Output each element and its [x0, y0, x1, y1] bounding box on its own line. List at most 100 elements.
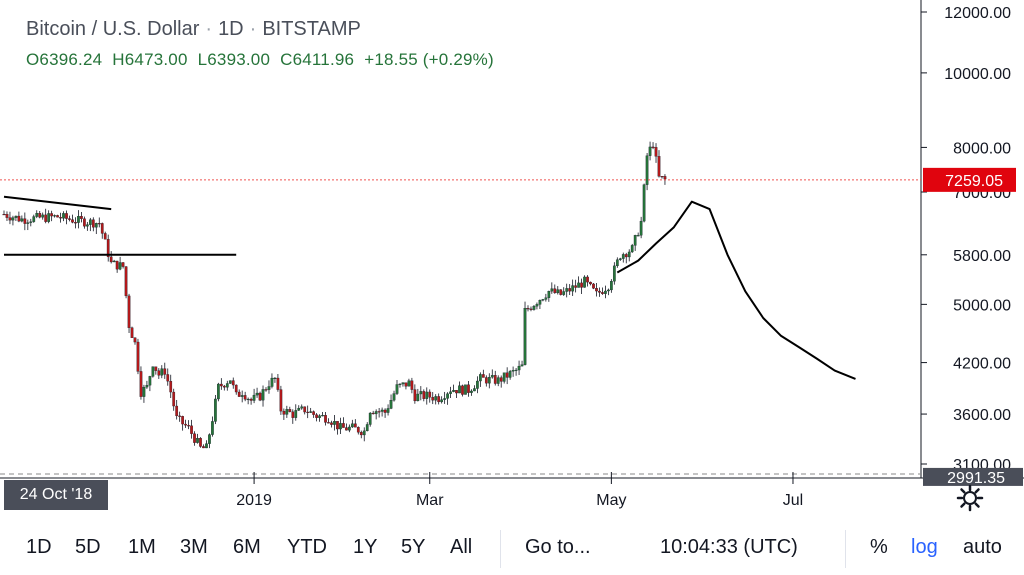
- candle-body-2019-03-09: [452, 390, 455, 392]
- range-1y-button[interactable]: 1Y: [353, 536, 378, 558]
- bottom-toolbar: 1D 5D 1M 3M 6M YTD 1Y 5Y All Go to... 10…: [0, 522, 1024, 575]
- clock-label[interactable]: 10:04:33 (UTC): [660, 536, 798, 558]
- candle-body-2019-04-25: [592, 283, 595, 289]
- candle-body-2019-01-03: [258, 392, 262, 401]
- candle-body-2018-12-09: [184, 423, 187, 426]
- candle-body-2019-04-30: [607, 289, 610, 292]
- candle-body-2018-10-22: [41, 214, 45, 218]
- price-tick-label-10000: 10000.00: [944, 66, 1011, 83]
- candle-body-2019-04-16: [565, 288, 569, 292]
- candle-body-2019-01-04: [261, 389, 265, 401]
- candle-body-2018-12-10: [187, 425, 190, 427]
- candle-body-2019-03-11: [458, 385, 461, 394]
- percent-toggle[interactable]: %: [870, 536, 888, 558]
- price-tick-label-12000: 12000.00: [944, 5, 1011, 22]
- candle-body-2019-04-12: [553, 288, 557, 294]
- candle-body-2018-10-12: [11, 217, 15, 221]
- candle-body-2018-11-26: [145, 385, 149, 388]
- range-5d-button[interactable]: 5D: [75, 536, 101, 558]
- candle-body-2019-01-28: [333, 421, 336, 425]
- current-price-tag: [923, 167, 1016, 192]
- candle-body-2018-11-24: [139, 371, 143, 397]
- candle-body-2019-05-14: [648, 146, 652, 156]
- candle-body-2018-12-17: [208, 434, 211, 444]
- candle-body-2019-03-02: [431, 397, 435, 401]
- candle-body-2019-02-17: [392, 393, 396, 401]
- candle-body-2019-02-12: [377, 411, 381, 413]
- projection-curve[interactable]: [616, 200, 856, 380]
- candle-body-2019-04-17: [568, 288, 572, 292]
- candle-body-2019-01-10: [279, 389, 283, 412]
- candle-body-2019-04-20: [577, 282, 580, 288]
- candle-body-2018-11-14: [109, 256, 113, 263]
- candle-body-2018-12-26: [234, 384, 238, 393]
- ohlc-legend: O6396.24 H6473.00 L6393.00 C6411.96 +18.55 (…: [26, 50, 504, 70]
- range-all-button[interactable]: All: [450, 536, 473, 558]
- price-tick-label-5800: 5800.00: [953, 248, 1011, 265]
- candle-body-2019-03-20: [484, 377, 488, 384]
- auto-toggle[interactable]: auto: [963, 536, 1002, 558]
- candle-body-2018-12-14: [199, 438, 202, 447]
- candle-body-2019-02-18: [395, 384, 399, 394]
- candle-body-2019-03-24: [496, 377, 500, 384]
- candle-body-2019-01-25: [324, 415, 327, 423]
- candle-body-2019-05-15: [651, 146, 655, 148]
- legend-separator: ·: [249, 18, 257, 40]
- candle-body-2018-11-11: [100, 223, 104, 234]
- price-chart[interactable]: 12000.0010000.008000.007000.005800.00500…: [0, 0, 1024, 522]
- candle-body-2018-12-22: [222, 385, 226, 388]
- candle-body-2019-02-28: [425, 391, 429, 399]
- candle-body-2019-03-21: [487, 376, 491, 384]
- candle-body-2019-03-01: [428, 391, 432, 398]
- candle-body-2019-05-08: [630, 245, 634, 253]
- candle-body-2019-03-19: [481, 374, 485, 378]
- candle-body-2019-03-07: [446, 393, 449, 399]
- cursor-date-label: 24 Oct '18: [4, 480, 108, 510]
- range-1d-button[interactable]: 1D: [26, 536, 52, 558]
- range-ytd-button[interactable]: YTD: [287, 536, 327, 558]
- candle-body-2018-11-06: [86, 224, 89, 227]
- candle-body-2018-10-13: [14, 215, 18, 218]
- candle-body-2019-04-24: [589, 281, 592, 285]
- candle-body-2018-10-26: [53, 215, 56, 217]
- candle-body-2019-03-12: [461, 385, 464, 395]
- candle-body-2018-12-16: [205, 443, 208, 449]
- candle-body-2019-03-13: [464, 384, 467, 395]
- candle-body-2019-04-05: [532, 305, 536, 310]
- candle-body-2019-04-11: [550, 288, 554, 292]
- candle-body-2018-10-31: [68, 218, 71, 220]
- candle-body-2018-12-08: [181, 416, 184, 425]
- candle-body-2019-03-06: [443, 398, 446, 400]
- price-axis[interactable]: 12000.0010000.008000.007000.005800.00500…: [921, 5, 1023, 487]
- trendline-1[interactable]: [3, 195, 112, 211]
- time-axis[interactable]: 2019 Mar May Jul: [236, 472, 803, 509]
- candle-body-2018-12-11: [190, 425, 193, 434]
- bottom-price-label: 2991.35: [947, 470, 1005, 487]
- candle-body-2019-01-26: [327, 422, 330, 424]
- candle-body-2019-01-18: [303, 406, 307, 413]
- time-tick-label-May: May: [596, 492, 626, 509]
- candle-body-2019-03-05: [440, 399, 444, 403]
- current-price-label: 7259.05: [945, 173, 1003, 190]
- candle-body-2018-10-29: [62, 213, 65, 219]
- candle-body-2019-05-02: [612, 265, 616, 282]
- gear-icon[interactable]: [956, 484, 984, 512]
- candle-body-2019-05-01: [610, 281, 613, 291]
- candle-body-2019-04-15: [562, 291, 566, 295]
- toolbar-divider: [500, 530, 501, 568]
- candle-body-2019-02-06: [359, 432, 363, 436]
- candle-body-2019-03-28: [508, 371, 512, 378]
- log-toggle[interactable]: log: [911, 536, 938, 558]
- range-1m-button[interactable]: 1M: [128, 536, 156, 558]
- candle-body-2019-03-29: [511, 370, 515, 372]
- candle-body-2018-12-13: [196, 438, 199, 443]
- candle-body-2019-01-06: [267, 386, 271, 390]
- candle-body-2019-01-08: [273, 377, 277, 379]
- range-6m-button[interactable]: 6M: [233, 536, 261, 558]
- range-5y-button[interactable]: 5Y: [401, 536, 426, 558]
- goto-button[interactable]: Go to...: [525, 536, 591, 558]
- candle-body-2019-04-13: [556, 289, 560, 294]
- candle-body-2018-10-17: [26, 222, 30, 224]
- range-3m-button[interactable]: 3M: [180, 536, 208, 558]
- candle-body-2019-02-24: [413, 389, 417, 402]
